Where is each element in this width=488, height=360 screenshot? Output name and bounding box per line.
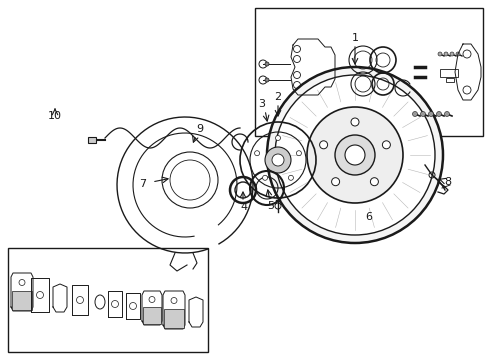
Circle shape <box>427 112 433 117</box>
Circle shape <box>264 147 290 173</box>
Circle shape <box>382 141 389 149</box>
Bar <box>12 291 32 310</box>
Bar <box>142 307 161 324</box>
Circle shape <box>264 62 268 66</box>
Circle shape <box>443 52 447 56</box>
Text: 10: 10 <box>48 111 62 121</box>
Circle shape <box>271 154 284 166</box>
Bar <box>8 248 207 352</box>
Circle shape <box>306 107 402 203</box>
Circle shape <box>350 118 358 126</box>
Circle shape <box>331 178 339 186</box>
Text: 2: 2 <box>274 92 281 102</box>
Circle shape <box>449 52 453 56</box>
Circle shape <box>262 175 267 180</box>
Bar <box>88 137 96 143</box>
Circle shape <box>455 52 459 56</box>
Circle shape <box>319 141 327 149</box>
Circle shape <box>436 112 441 117</box>
Text: 5: 5 <box>267 201 274 211</box>
Text: 8: 8 <box>444 177 450 187</box>
Circle shape <box>369 178 378 186</box>
Text: 4: 4 <box>240 202 247 212</box>
Circle shape <box>266 67 442 243</box>
Text: 1: 1 <box>351 33 358 43</box>
Circle shape <box>412 112 417 117</box>
Circle shape <box>420 112 425 117</box>
Circle shape <box>275 135 280 140</box>
Bar <box>445 78 453 82</box>
Circle shape <box>288 175 293 180</box>
Text: 9: 9 <box>196 124 203 134</box>
Circle shape <box>444 112 448 117</box>
Text: 3: 3 <box>258 99 265 109</box>
Text: 6: 6 <box>365 212 372 222</box>
Circle shape <box>264 78 268 82</box>
Circle shape <box>254 151 259 156</box>
Circle shape <box>334 135 374 175</box>
Bar <box>439 69 457 77</box>
Circle shape <box>274 75 434 235</box>
Circle shape <box>345 145 364 165</box>
Circle shape <box>437 52 441 56</box>
Circle shape <box>296 151 301 156</box>
Bar <box>254 8 482 136</box>
Text: 7: 7 <box>139 179 146 189</box>
Bar <box>163 309 183 328</box>
